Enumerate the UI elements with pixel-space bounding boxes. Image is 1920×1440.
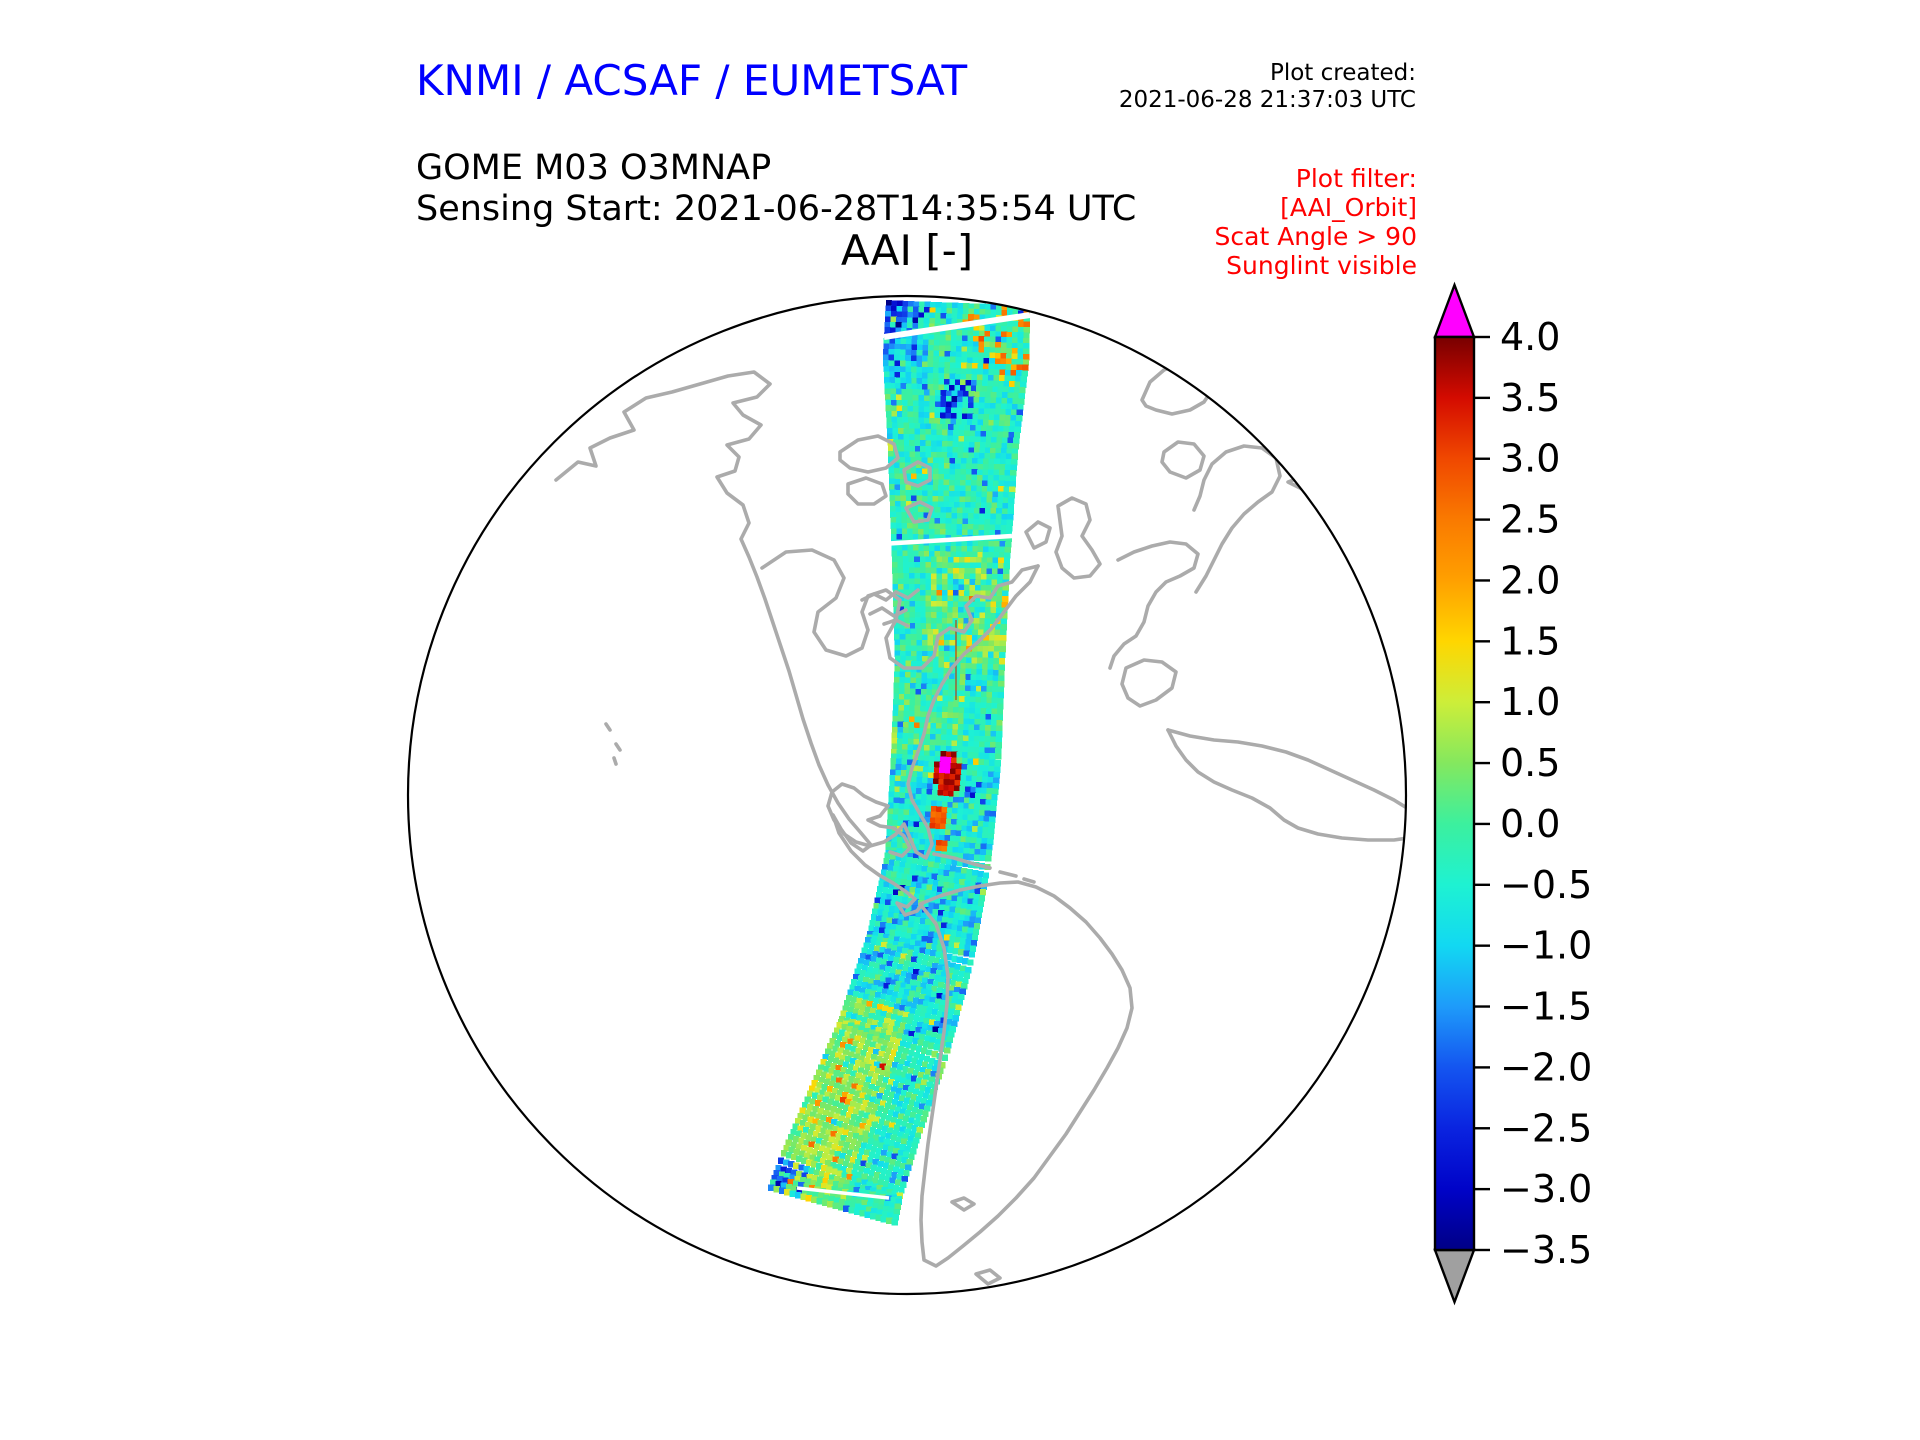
colorbar-tick-label: 3.5 (1500, 376, 1560, 420)
colorbar-tick-label: 0.0 (1500, 802, 1560, 846)
colorbar-tick-label: −3.0 (1500, 1167, 1592, 1211)
colorbar-tick-label: 3.0 (1500, 437, 1560, 481)
coastline-layer (554, 362, 1406, 1286)
colorbar-tick-label: 0.5 (1500, 741, 1560, 785)
colorbar-tick-label: 2.0 (1500, 558, 1560, 602)
plot-created-block: Plot created: 2021-06-28 21:37:03 UTC (1119, 60, 1416, 114)
filter-line-3: Scat Angle > 90 (1214, 222, 1417, 251)
colorbar-tick-label: −3.5 (1500, 1228, 1592, 1272)
swath-scan-gap-3 (796, 1186, 890, 1200)
colorbar-tick-label: 2.5 (1500, 498, 1560, 542)
colorbar-tick-label: 1.5 (1500, 619, 1560, 663)
colorbar-under-arrow (1433, 1248, 1476, 1306)
globe-content (554, 300, 1406, 1286)
colorbar-tick-label: −2.0 (1500, 1045, 1592, 1089)
colorbar-tick-label: −1.5 (1500, 985, 1592, 1029)
colorbar-tick-label: −0.5 (1500, 863, 1592, 907)
plot-created-timestamp: 2021-06-28 21:37:03 UTC (1118, 87, 1416, 113)
product-block: GOME M03 O3MNAP Sensing Start: 2021-06-28… (416, 148, 1136, 230)
colorbar-tick-label: 4.0 (1500, 315, 1560, 359)
filter-line-1: Plot filter: (1295, 164, 1417, 193)
filter-line-2: [AAI_Orbit] (1280, 193, 1417, 222)
swath-scan-gap-2 (863, 533, 1013, 548)
colorbar-tick-label: 1.0 (1500, 680, 1560, 724)
sensing-start: Sensing Start: 2021-06-28T14:35:54 UTC (416, 189, 1137, 229)
plot-created-label: Plot created: (1269, 60, 1416, 86)
colorbar-tick-label: −2.5 (1500, 1106, 1592, 1150)
colorbar-gradient (1433, 335, 1476, 1252)
aai-swath-layer (768, 300, 1031, 1226)
swath-scan-gap-1 (883, 312, 1031, 340)
filter-line-4: Sunglint visible (1226, 251, 1417, 280)
colorbar: 4.0 3.5 3.0 2.5 2.0 1.5 1.0 0.5 0.0 −0.5 −1.0 −1.5 −… (1433, 281, 1592, 1306)
product-name: GOME M03 O3MNAP (416, 148, 772, 188)
map-title: AAI [-] (840, 226, 974, 275)
globe-outline (406, 294, 1408, 1296)
colorbar-over-arrow (1433, 281, 1476, 339)
plot-filter-block: Plot filter: [AAI_Orbit] Scat Angle > 90 Su… (1215, 164, 1417, 280)
agency-title: KNMI / ACSAF / EUMETSAT (416, 56, 968, 105)
colorbar-tick-label: −1.0 (1500, 924, 1592, 968)
